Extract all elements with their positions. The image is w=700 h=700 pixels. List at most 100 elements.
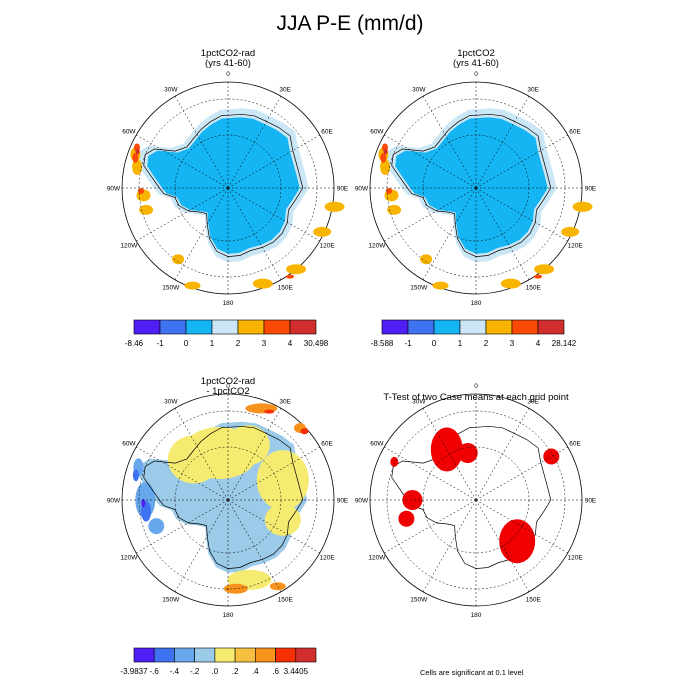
colorbar-swatch: [255, 647, 276, 663]
field-0-to-0.2: [256, 450, 309, 511]
meridian-line: [227, 187, 320, 242]
colorbar-swatch: [289, 319, 317, 335]
longitude-label: 90E: [585, 186, 597, 193]
panel-title: 1pctCO2-rad: [201, 48, 255, 59]
colorbar-label: -.6: [150, 667, 160, 676]
longitude-label: 0: [226, 383, 230, 390]
longitude-label: 60E: [321, 128, 333, 135]
meridian-line: [174, 408, 229, 501]
colorbar-swatch: [214, 647, 236, 663]
coastal-field-2-to-3: [420, 254, 433, 265]
colorbar-swatch: [263, 319, 291, 335]
longitude-label: 180: [223, 300, 234, 307]
significant-cells: [390, 456, 399, 467]
longitude-label: 90W: [107, 498, 121, 505]
longitude-label: 90E: [585, 498, 597, 505]
field-above-0.6: [264, 409, 275, 414]
longitude-label: 120E: [320, 555, 336, 562]
map-panel-1pctco2-rad: 1pctCO2-rad (yrs 41-60) 0 30E 60E 90E 120E 15…: [107, 48, 349, 348]
colorbar-swatch: [153, 647, 175, 663]
colorbar-swatch: [295, 647, 317, 663]
longitude-label: 180: [471, 300, 482, 307]
colorbar-label: -1: [156, 339, 164, 348]
colorbar-label: .4: [252, 667, 259, 676]
meridian-line: [136, 134, 229, 189]
colorbar-swatch: [407, 319, 435, 335]
longitude-label: 90W: [355, 498, 369, 505]
colorbar-label: 1: [210, 339, 215, 348]
polar-map: 0 30E 60E 90E 120E 150E 180 150W 120W 90W 60W 30W: [107, 71, 349, 307]
meridian-line: [227, 187, 282, 280]
longitude-label: 60W: [370, 128, 384, 135]
colorbar-label: 28.142: [552, 339, 577, 348]
coastal-field-3-to-4: [534, 274, 542, 279]
colorbar-label: -8.588: [371, 339, 394, 348]
field-above-0.6: [300, 428, 309, 435]
continent-outline: [391, 425, 552, 569]
longitude-label: 90E: [337, 186, 349, 193]
colorbar-swatch: [174, 647, 195, 663]
colorbar-label: 2: [484, 339, 489, 348]
coastal-field-2-to-3: [387, 204, 402, 215]
significant-cells: [398, 510, 415, 527]
colorbar-label: .2: [232, 667, 239, 676]
colorbar-label: 3.4405: [284, 667, 309, 676]
coastal-field-2-to-3: [432, 281, 449, 290]
coastal-field-2-to-3: [534, 264, 555, 275]
map-panel-t-test: T-Test of two Case means at each grid po…: [355, 383, 597, 619]
coastal-field-2-to-3: [172, 254, 185, 265]
colorbar-label: 4: [288, 339, 293, 348]
colorbar-swatch: [194, 647, 216, 663]
map-panel-difference: 1pctCO2-rad - 1pctCO2 0 30E 60E 90E 120E 150E…: [107, 376, 349, 676]
meridian-line: [422, 408, 477, 501]
colorbar-swatch: [511, 319, 539, 335]
panel-title: 1pctCO2-rad: [201, 376, 255, 387]
map-panel-1pctco2: 1pctCO2 (yrs 41-60) 0 30E 60E 90E 120E 150E 18…: [355, 48, 597, 348]
coastal-field-2-to-3: [561, 226, 580, 237]
colorbar-label: .0: [212, 667, 219, 676]
coastal-field-3-to-4: [132, 152, 139, 163]
field-0-to-0.2: [264, 503, 301, 536]
meridian-line: [227, 499, 282, 592]
meridian-line: [136, 187, 229, 242]
longitude-label: 150W: [410, 597, 428, 604]
meridian-line: [422, 96, 477, 189]
panel-title: T-Test of two Case means at each grid po…: [383, 392, 569, 403]
meridian-line: [384, 499, 477, 554]
significant-cells: [543, 448, 560, 465]
longitude-label: 60E: [321, 440, 333, 447]
meridian-line: [174, 96, 229, 189]
longitude-label: 150W: [162, 285, 180, 292]
meridian-line: [475, 499, 530, 592]
longitude-label: 0: [474, 71, 478, 78]
coastal-field-3-to-4: [286, 274, 294, 279]
panel-title: 1pctCO2: [457, 48, 495, 59]
coastal-field-2-to-3: [313, 226, 332, 237]
colorbar-swatch: [433, 319, 461, 335]
field-0.4-to-0.6: [223, 583, 248, 594]
colorbar-swatch: [133, 319, 161, 335]
longitude-label: 120W: [120, 555, 138, 562]
field-minus0.4-to-minus0.2: [148, 518, 165, 535]
longitude-label: 180: [223, 612, 234, 619]
colorbar-label: -.4: [170, 667, 180, 676]
colorbar-swatch: [159, 319, 187, 335]
colorbar-label: -3.9837: [120, 667, 148, 676]
meridian-line: [384, 187, 477, 242]
meridian-line: [227, 499, 320, 554]
colorbar-label: 30.498: [304, 339, 329, 348]
meridian-line: [475, 187, 568, 242]
colorbar-label: 3: [510, 339, 515, 348]
significant-cells: [457, 443, 478, 463]
longitude-label: 30W: [164, 398, 178, 405]
colorbar: -8.46 -1 0 1 2 3 4 30.498: [125, 319, 329, 348]
coastal-field-2-to-3: [184, 281, 201, 290]
meridian-line: [475, 96, 530, 189]
meridian-line: [174, 499, 229, 592]
significant-cells: [402, 490, 423, 510]
field-below-minus0.6: [141, 499, 146, 507]
meridian-line: [384, 134, 477, 189]
meridian-line: [384, 446, 477, 501]
colorbar-swatch: [234, 647, 256, 663]
longitude-label: 60W: [370, 440, 384, 447]
